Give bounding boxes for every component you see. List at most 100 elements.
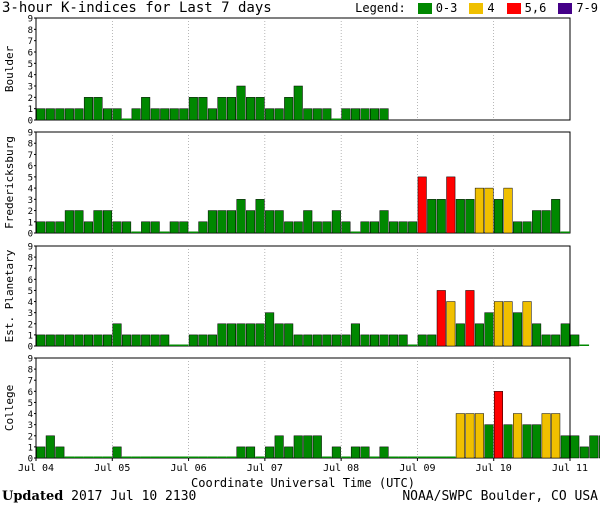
bar-est-planetary-24 — [265, 312, 275, 347]
y-tick-boulder-1: 1 — [28, 105, 33, 115]
bar-college-28 — [303, 435, 313, 459]
panel-label-college: College — [3, 385, 16, 431]
bar-college-49 — [503, 424, 513, 459]
bar-college-21 — [236, 446, 246, 459]
bar-fredericksburg-28 — [303, 210, 313, 234]
bar-college-4 — [74, 456, 84, 458]
bar-est-planetary-54 — [551, 334, 561, 347]
bar-fredericksburg-8 — [112, 221, 122, 234]
legend-swatch-0 — [417, 2, 432, 14]
bar-college-31 — [331, 446, 341, 459]
bar-fredericksburg-15 — [179, 221, 189, 234]
bar-est-planetary-44 — [455, 323, 465, 347]
bar-est-planetary-14 — [169, 344, 180, 346]
bar-est-planetary-56 — [570, 334, 580, 347]
legend-item-3: 7-9 — [576, 1, 598, 15]
bar-fredericksburg-7 — [103, 210, 113, 234]
bar-boulder-31 — [331, 118, 342, 120]
bar-college-54 — [551, 413, 561, 459]
bar-fredericksburg-10 — [131, 231, 141, 233]
bar-est-planetary-33 — [350, 323, 360, 347]
bar-college-40 — [417, 456, 427, 458]
bar-boulder-0 — [36, 108, 46, 121]
y-tick-college-1: 1 — [28, 443, 33, 453]
bar-fredericksburg-23 — [255, 199, 265, 234]
bar-college-30 — [322, 456, 332, 458]
bar-college-58 — [589, 435, 599, 459]
bar-est-planetary-27 — [293, 334, 303, 347]
y-tick-fredericksburg-2: 2 — [28, 207, 33, 217]
y-tick-fredericksburg-1: 1 — [28, 218, 33, 228]
y-tick-est-planetary-4: 4 — [28, 298, 33, 308]
panel-label-fredericksburg: Fredericksburg — [3, 136, 16, 229]
bar-college-38 — [398, 456, 408, 458]
bar-boulder-12 — [150, 108, 160, 121]
y-tick-boulder-8: 8 — [28, 26, 33, 36]
bar-fredericksburg-43 — [446, 176, 456, 234]
bar-fredericksburg-30 — [322, 221, 332, 234]
bar-college-16 — [188, 456, 199, 458]
bar-college-41 — [426, 456, 437, 458]
bar-boulder-36 — [379, 108, 389, 121]
bar-college-19 — [217, 456, 227, 458]
bar-est-planetary-0 — [36, 334, 46, 347]
bar-college-23 — [255, 456, 265, 458]
y-tick-fredericksburg-0: 0 — [28, 230, 33, 240]
bar-est-planetary-10 — [131, 334, 141, 347]
bar-college-6 — [93, 456, 103, 458]
panel-label-boulder: Boulder — [3, 45, 16, 92]
bar-fredericksburg-1 — [45, 221, 55, 234]
y-tick-college-9: 9 — [28, 355, 33, 365]
bar-est-planetary-36 — [379, 334, 389, 347]
bar-fredericksburg-31 — [331, 210, 341, 234]
bar-college-27 — [293, 435, 303, 459]
bar-fredericksburg-42 — [436, 199, 446, 234]
bar-est-planetary-26 — [284, 323, 294, 347]
bar-fredericksburg-24 — [265, 210, 275, 234]
bar-college-25 — [274, 435, 284, 459]
bar-est-planetary-9 — [122, 334, 132, 347]
bar-college-51 — [522, 424, 532, 459]
bar-boulder-19 — [217, 97, 227, 121]
bar-college-44 — [455, 413, 465, 459]
bar-boulder-1 — [45, 108, 55, 121]
bar-fredericksburg-41 — [427, 199, 437, 234]
bar-est-planetary-3 — [64, 334, 74, 347]
bar-est-planetary-7 — [103, 334, 113, 347]
bar-est-planetary-32 — [341, 334, 351, 347]
y-tick-boulder-3: 3 — [28, 83, 33, 93]
bar-est-planetary-40 — [417, 334, 427, 347]
x-tick-2: Jul 06 — [171, 463, 207, 474]
y-tick-est-planetary-2: 2 — [28, 320, 33, 330]
bar-fredericksburg-32 — [341, 221, 351, 234]
bar-fredericksburg-11 — [141, 221, 151, 234]
y-tick-college-8: 8 — [28, 366, 33, 376]
bar-est-planetary-48 — [493, 301, 504, 347]
bar-college-33 — [350, 446, 360, 459]
bar-est-planetary-12 — [150, 334, 160, 347]
bar-college-20 — [226, 456, 237, 458]
bar-boulder-3 — [64, 108, 74, 121]
bar-boulder-10 — [131, 108, 141, 121]
bar-college-8 — [112, 446, 122, 459]
bar-est-planetary-39 — [407, 344, 418, 346]
bar-fredericksburg-6 — [93, 210, 103, 234]
bar-est-planetary-15 — [179, 344, 189, 346]
x-axis-label: Coordinate Universal Time (UTC) — [191, 476, 415, 490]
y-tick-college-5: 5 — [28, 399, 33, 409]
y-tick-est-planetary-6: 6 — [28, 276, 33, 286]
bar-boulder-17 — [198, 97, 208, 121]
bar-boulder-29 — [312, 108, 322, 121]
y-tick-est-planetary-7: 7 — [28, 265, 33, 275]
bar-fredericksburg-2 — [55, 221, 65, 234]
bar-college-24 — [265, 446, 275, 459]
bar-college-55 — [560, 435, 570, 459]
bar-college-9 — [121, 456, 132, 458]
bar-boulder-32 — [341, 108, 351, 121]
y-tick-fredericksburg-7: 7 — [28, 151, 33, 161]
bar-college-39 — [407, 456, 418, 458]
x-tick-0: Jul 04 — [18, 463, 54, 474]
bar-fredericksburg-9 — [122, 221, 132, 234]
bar-est-planetary-4 — [74, 334, 84, 347]
